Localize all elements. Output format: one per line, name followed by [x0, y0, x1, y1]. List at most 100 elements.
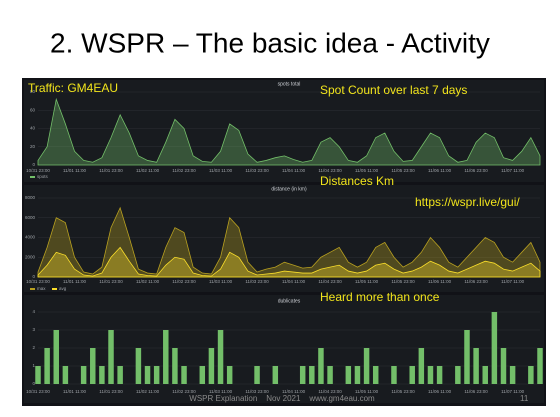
bar — [172, 348, 178, 384]
bar — [309, 366, 315, 384]
area — [37, 97, 541, 166]
x-tick-label: 11/06 11:00 — [428, 168, 452, 173]
bar — [455, 366, 461, 384]
legend-label: spots — [37, 174, 49, 179]
x-tick-label: 11/06 11:00 — [428, 279, 452, 284]
y-tick-label: 8000 — [25, 195, 36, 200]
area — [37, 246, 541, 278]
x-tick-label: 11/02 23:00 — [172, 279, 196, 284]
annotation: Distances Km — [320, 174, 394, 188]
x-tick-label: 11/05 11:00 — [355, 168, 379, 173]
x-tick-label: 11/01 23:00 — [99, 279, 123, 284]
x-tick-label: 11/04 11:00 — [282, 279, 306, 284]
bar — [509, 366, 516, 384]
x-tick-label: 11/02 11:00 — [136, 389, 160, 394]
bar — [44, 348, 50, 384]
x-tick-label: 11/03 23:00 — [245, 389, 269, 394]
bar — [90, 348, 96, 384]
bar — [217, 330, 224, 384]
panel-title: spots total — [278, 81, 301, 87]
x-tick-label: 10/31 23:00 — [26, 279, 50, 284]
y-tick-label: 6000 — [25, 215, 36, 220]
bar — [99, 366, 105, 384]
x-tick-label: 10/31 23:00 — [26, 168, 50, 173]
panel — [24, 185, 544, 292]
y-tick-label: 4 — [32, 309, 35, 314]
x-tick-label: 11/04 23:00 — [318, 389, 342, 394]
bar — [473, 348, 479, 384]
annotation: Heard more than once — [320, 290, 440, 304]
bar — [363, 348, 370, 384]
x-tick-label: 11/01 23:00 — [99, 168, 123, 173]
x-tick-label: 11/03 11:00 — [209, 389, 233, 394]
bar — [35, 366, 41, 384]
x-tick-label: 11/06 23:00 — [464, 168, 488, 173]
bar — [418, 348, 425, 384]
x-tick-label: 11/05 23:00 — [391, 279, 415, 284]
bar — [537, 348, 543, 384]
x-tick-label: 11/02 23:00 — [172, 389, 196, 394]
x-tick-label: 11/02 11:00 — [136, 168, 160, 173]
bar — [500, 348, 507, 384]
bar — [135, 348, 142, 384]
y-tick-label: 4000 — [25, 235, 36, 240]
bar — [464, 330, 470, 384]
bar — [181, 366, 187, 384]
bar — [163, 330, 169, 384]
x-tick-label: 11/04 11:00 — [282, 389, 306, 394]
x-tick-label: 11/03 23:00 — [245, 279, 269, 284]
bar — [53, 330, 59, 384]
x-tick-label: 11/03 11:00 — [209, 168, 233, 173]
y-tick-label: 60 — [30, 107, 36, 112]
x-tick-label: 11/05 23:00 — [391, 389, 415, 394]
x-tick-label: 11/07 11:00 — [501, 389, 525, 394]
bar — [80, 366, 87, 384]
legend-swatch — [30, 176, 35, 178]
bar — [409, 366, 415, 384]
legend-swatch — [30, 288, 35, 290]
bar — [354, 366, 361, 384]
bar — [482, 366, 488, 384]
bar — [272, 366, 279, 384]
bar — [199, 366, 206, 384]
legend-label: avg — [59, 286, 67, 291]
annotation: Spot Count over last 7 days — [320, 83, 467, 97]
y-tick-label: 0 — [32, 162, 35, 167]
bar — [254, 366, 260, 384]
area — [37, 206, 541, 278]
x-tick-label: 10/31 23:00 — [26, 389, 50, 394]
x-tick-label: 11/05 11:00 — [355, 389, 379, 394]
x-tick-label: 11/07 11:00 — [501, 279, 525, 284]
footer: WSPR Explanation Nov 2021 www.gm4eau.com — [189, 394, 375, 403]
bar — [345, 366, 352, 384]
bar — [108, 330, 114, 384]
bar — [427, 366, 434, 384]
y-tick-label: 80 — [30, 89, 36, 94]
annotation: https://wspr.live/gui/ — [415, 195, 520, 209]
bar — [226, 366, 233, 384]
bar — [153, 366, 160, 384]
bar — [62, 366, 69, 384]
x-tick-label: 11/04 23:00 — [318, 279, 342, 284]
x-tick-label: 11/02 11:00 — [136, 279, 160, 284]
x-tick-label: 11/01 11:00 — [63, 389, 87, 394]
y-tick-label: 3 — [32, 327, 35, 332]
y-tick-label: 2 — [32, 345, 35, 350]
panel-title: dublicates — [278, 298, 301, 304]
x-tick-label: 11/02 23:00 — [172, 168, 196, 173]
x-tick-label: 11/06 11:00 — [428, 389, 452, 394]
x-tick-label: 11/01 23:00 — [99, 389, 123, 394]
bar — [528, 366, 534, 384]
x-tick-label: 11/01 11:00 — [63, 279, 87, 284]
bar — [436, 366, 443, 384]
legend-swatch — [52, 288, 57, 290]
bar — [491, 312, 498, 384]
x-tick-label: 11/01 11:00 — [63, 168, 87, 173]
y-tick-label: 40 — [30, 126, 36, 131]
x-tick-label: 11/03 23:00 — [245, 168, 269, 173]
y-tick-label: 1 — [32, 363, 35, 368]
x-tick-label: 11/06 23:00 — [464, 279, 488, 284]
bar — [144, 366, 151, 384]
bar — [318, 348, 324, 384]
